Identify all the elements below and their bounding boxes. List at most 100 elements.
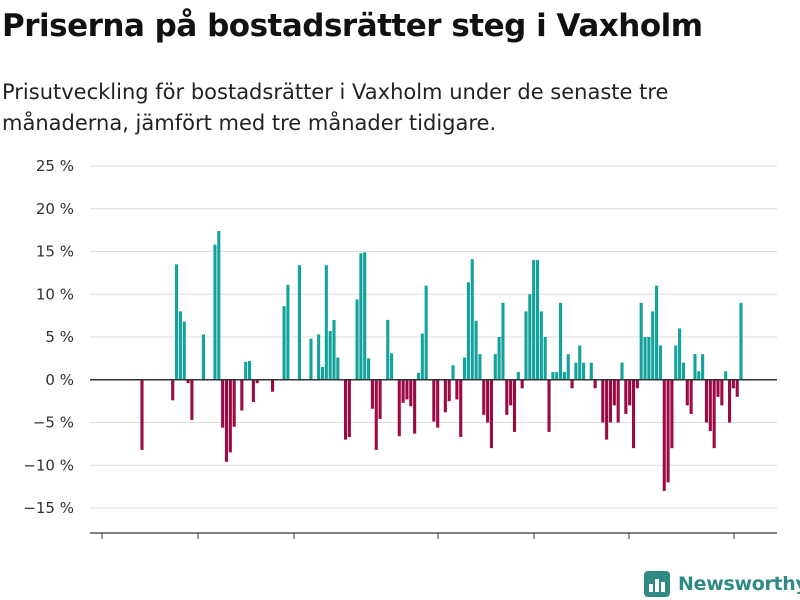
- bar[interactable]: [685, 379, 689, 406]
- bar[interactable]: [697, 371, 701, 380]
- bar[interactable]: [221, 379, 225, 428]
- bar[interactable]: [240, 379, 244, 411]
- bar[interactable]: [397, 379, 401, 437]
- bar[interactable]: [712, 379, 716, 449]
- bar[interactable]: [271, 379, 275, 392]
- bar[interactable]: [432, 379, 436, 422]
- bar[interactable]: [739, 302, 743, 380]
- bar[interactable]: [343, 379, 348, 440]
- bar[interactable]: [589, 362, 593, 380]
- bar[interactable]: [367, 358, 371, 380]
- bar[interactable]: [140, 379, 144, 450]
- bar[interactable]: [701, 354, 705, 380]
- bar[interactable]: [520, 379, 524, 389]
- bar[interactable]: [608, 379, 613, 423]
- bar[interactable]: [332, 319, 336, 380]
- bar[interactable]: [355, 299, 359, 380]
- bar[interactable]: [551, 372, 555, 380]
- bar[interactable]: [297, 265, 301, 380]
- bar[interactable]: [470, 259, 474, 380]
- bar[interactable]: [244, 361, 248, 380]
- bar[interactable]: [582, 362, 586, 380]
- bar[interactable]: [247, 360, 252, 380]
- bar[interactable]: [378, 379, 382, 420]
- bar[interactable]: [489, 379, 493, 449]
- bar[interactable]: [328, 331, 332, 380]
- bar[interactable]: [178, 311, 182, 380]
- bar[interactable]: [704, 379, 709, 423]
- bar[interactable]: [720, 379, 724, 406]
- bar[interactable]: [232, 379, 236, 427]
- bar[interactable]: [171, 379, 175, 401]
- bar[interactable]: [605, 379, 609, 440]
- bar[interactable]: [616, 379, 620, 423]
- bar[interactable]: [447, 379, 451, 402]
- bar[interactable]: [213, 244, 217, 380]
- bar[interactable]: [612, 379, 616, 406]
- bar[interactable]: [420, 333, 424, 380]
- bar[interactable]: [416, 372, 421, 380]
- bar[interactable]: [175, 264, 179, 380]
- bar[interactable]: [405, 379, 409, 400]
- bar[interactable]: [228, 379, 232, 453]
- bar[interactable]: [535, 260, 540, 380]
- bar[interactable]: [505, 379, 509, 415]
- bar[interactable]: [374, 379, 378, 450]
- bar[interactable]: [336, 357, 340, 380]
- bar[interactable]: [670, 379, 674, 449]
- bar[interactable]: [451, 365, 455, 380]
- bar[interactable]: [635, 379, 639, 389]
- bar[interactable]: [482, 379, 486, 415]
- bar[interactable]: [528, 294, 532, 380]
- bar[interactable]: [201, 334, 205, 380]
- bar[interactable]: [727, 379, 732, 423]
- bar[interactable]: [466, 282, 470, 380]
- bar[interactable]: [666, 379, 670, 483]
- bar[interactable]: [708, 379, 712, 432]
- bar[interactable]: [731, 379, 735, 389]
- bar[interactable]: [574, 362, 578, 380]
- bar[interactable]: [631, 379, 636, 449]
- bar[interactable]: [539, 311, 543, 380]
- bar[interactable]: [547, 379, 551, 432]
- bar[interactable]: [455, 379, 459, 400]
- bar[interactable]: [512, 379, 517, 432]
- bar[interactable]: [624, 379, 628, 414]
- bar[interactable]: [413, 379, 417, 434]
- bar[interactable]: [643, 337, 647, 380]
- bar[interactable]: [524, 311, 528, 380]
- bar[interactable]: [251, 379, 255, 402]
- bar[interactable]: [651, 311, 655, 380]
- bar[interactable]: [347, 379, 351, 438]
- bar[interactable]: [555, 372, 559, 380]
- bar[interactable]: [401, 379, 405, 403]
- bar[interactable]: [532, 260, 536, 380]
- bar[interactable]: [628, 379, 632, 406]
- bar[interactable]: [716, 379, 720, 397]
- bar[interactable]: [562, 372, 566, 380]
- bar[interactable]: [370, 379, 374, 409]
- bar[interactable]: [578, 345, 582, 380]
- bar[interactable]: [409, 379, 413, 407]
- bar[interactable]: [647, 337, 651, 380]
- bar[interactable]: [309, 338, 313, 380]
- bar[interactable]: [463, 357, 467, 380]
- bar[interactable]: [320, 366, 325, 380]
- bar[interactable]: [486, 379, 490, 423]
- bar[interactable]: [317, 334, 321, 380]
- bar[interactable]: [359, 253, 363, 380]
- bar[interactable]: [182, 321, 186, 380]
- bar[interactable]: [424, 285, 428, 380]
- bar[interactable]: [501, 302, 505, 380]
- bar[interactable]: [639, 302, 643, 380]
- bar[interactable]: [543, 337, 547, 380]
- bar[interactable]: [620, 362, 624, 380]
- bar[interactable]: [559, 302, 563, 380]
- bar[interactable]: [570, 379, 574, 389]
- bar[interactable]: [217, 230, 221, 380]
- bar[interactable]: [282, 306, 286, 380]
- bar[interactable]: [474, 320, 478, 380]
- bar[interactable]: [390, 353, 394, 380]
- bar[interactable]: [662, 379, 666, 491]
- bar[interactable]: [678, 328, 682, 380]
